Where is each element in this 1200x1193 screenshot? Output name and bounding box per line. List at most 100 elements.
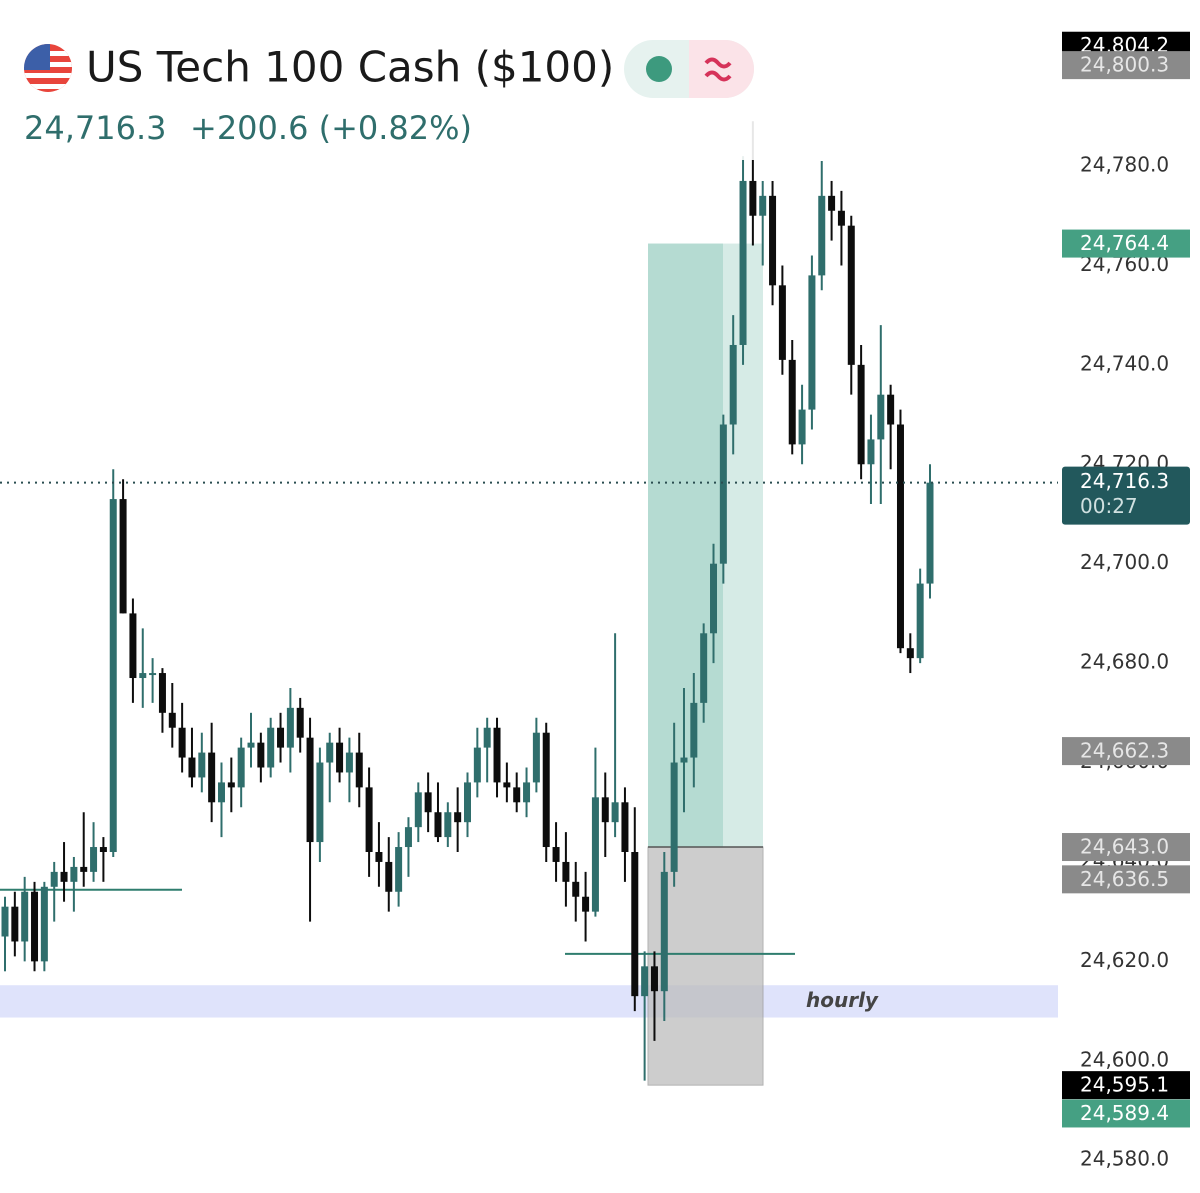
candle-body bbox=[286, 707, 294, 748]
y-tick-label: 24,700.0 bbox=[1080, 550, 1169, 574]
candle-body bbox=[601, 797, 609, 823]
price-tag-label: 24,589.4 bbox=[1080, 1101, 1169, 1125]
candle-body bbox=[808, 275, 816, 410]
candle-body bbox=[50, 871, 58, 887]
plot: hourly24,580.024,600.024,620.024,640.024… bbox=[0, 31, 1190, 1171]
candle-body bbox=[454, 812, 462, 823]
candle-body bbox=[355, 752, 363, 788]
candle-body bbox=[739, 180, 747, 345]
candle-body bbox=[464, 782, 471, 823]
candle-body bbox=[523, 782, 531, 803]
candle-body bbox=[896, 424, 904, 649]
current-price-label: 24,716.3 bbox=[1080, 469, 1169, 493]
price: 24,716.3 bbox=[24, 109, 167, 147]
candle-body bbox=[158, 673, 166, 713]
candle-body bbox=[621, 802, 629, 853]
y-tick-label: 24,740.0 bbox=[1080, 351, 1169, 375]
candle-body bbox=[316, 762, 324, 843]
candle-body bbox=[877, 394, 885, 440]
candle-body bbox=[906, 648, 914, 659]
candle-body bbox=[326, 742, 334, 763]
candle-body bbox=[129, 613, 137, 679]
candle-body bbox=[424, 792, 432, 813]
candle-body bbox=[532, 732, 540, 783]
candle-body bbox=[473, 747, 481, 783]
candle-body bbox=[867, 439, 875, 465]
candle-body bbox=[769, 195, 777, 286]
candle-body bbox=[149, 673, 157, 676]
candle-body bbox=[365, 787, 373, 853]
candle-body bbox=[650, 966, 658, 992]
candle-body bbox=[729, 344, 737, 425]
price-tag bbox=[1062, 865, 1190, 894]
candle-body bbox=[375, 852, 383, 862]
y-tick-label: 24,680.0 bbox=[1080, 650, 1169, 674]
price-tag bbox=[1062, 1099, 1190, 1128]
candle-body bbox=[710, 563, 718, 634]
candle-body bbox=[178, 727, 186, 758]
candle-body bbox=[611, 802, 619, 823]
price-tag bbox=[1062, 737, 1190, 766]
y-tick-label: 24,580.0 bbox=[1080, 1147, 1169, 1171]
candle-body bbox=[719, 424, 727, 564]
y-tick-label: 24,600.0 bbox=[1080, 1047, 1169, 1071]
hourly-zone bbox=[0, 985, 1058, 1018]
candle-body bbox=[306, 737, 314, 843]
candle-body bbox=[837, 210, 845, 226]
candle-body bbox=[109, 499, 117, 853]
candle-body bbox=[40, 886, 48, 962]
candle-body bbox=[513, 787, 521, 803]
candle-body bbox=[267, 727, 275, 768]
candle-body bbox=[336, 742, 344, 773]
candle-body bbox=[670, 762, 678, 872]
candle-body bbox=[1, 906, 9, 937]
candle-body bbox=[21, 891, 29, 942]
price-tag bbox=[1062, 1071, 1190, 1100]
target-zone-filled bbox=[648, 243, 723, 848]
price-tag bbox=[1062, 229, 1190, 258]
candle-body bbox=[700, 633, 708, 703]
candle-body bbox=[404, 827, 412, 848]
candle-body bbox=[572, 881, 580, 897]
candle-body bbox=[444, 812, 452, 838]
price-tag-label: 24,636.5 bbox=[1080, 867, 1169, 891]
candle-body bbox=[188, 757, 196, 778]
candle-body bbox=[591, 797, 599, 912]
price-tag bbox=[1062, 51, 1190, 80]
candle-body bbox=[926, 482, 934, 584]
candle-body bbox=[483, 727, 491, 748]
candle-body bbox=[345, 752, 353, 773]
candle-body bbox=[503, 782, 511, 788]
candle-body bbox=[582, 896, 590, 912]
candle-body bbox=[660, 871, 668, 992]
candle-body bbox=[198, 752, 206, 778]
candle-body bbox=[168, 712, 176, 728]
candle-body bbox=[818, 195, 826, 276]
candle-body bbox=[414, 792, 422, 828]
candle-body bbox=[395, 847, 403, 892]
candle-body bbox=[257, 742, 265, 768]
price-tag-label: 24,595.1 bbox=[1080, 1073, 1169, 1097]
current-price-tag bbox=[1062, 466, 1190, 525]
price-tag-label: 24,800.3 bbox=[1080, 53, 1169, 77]
candle-body bbox=[60, 871, 68, 882]
candle-body bbox=[70, 866, 78, 882]
header: US Tech 100 Cash ($100) 24,716.3 +200.6 … bbox=[0, 0, 780, 160]
candle-body bbox=[887, 394, 895, 425]
pill-right bbox=[689, 40, 754, 98]
candle-body bbox=[798, 409, 806, 445]
candle-body bbox=[80, 866, 88, 872]
candle-body bbox=[237, 747, 245, 788]
candle-body bbox=[31, 891, 39, 962]
candle-body bbox=[690, 702, 698, 758]
candle-body bbox=[759, 195, 767, 216]
candle-body bbox=[11, 906, 19, 942]
status-dot bbox=[646, 56, 672, 82]
candle-body bbox=[749, 180, 757, 216]
candle-body bbox=[493, 727, 501, 783]
candle-body bbox=[562, 861, 570, 882]
candle-body bbox=[788, 359, 796, 445]
candle-body bbox=[434, 812, 442, 838]
candle-body bbox=[139, 673, 147, 679]
